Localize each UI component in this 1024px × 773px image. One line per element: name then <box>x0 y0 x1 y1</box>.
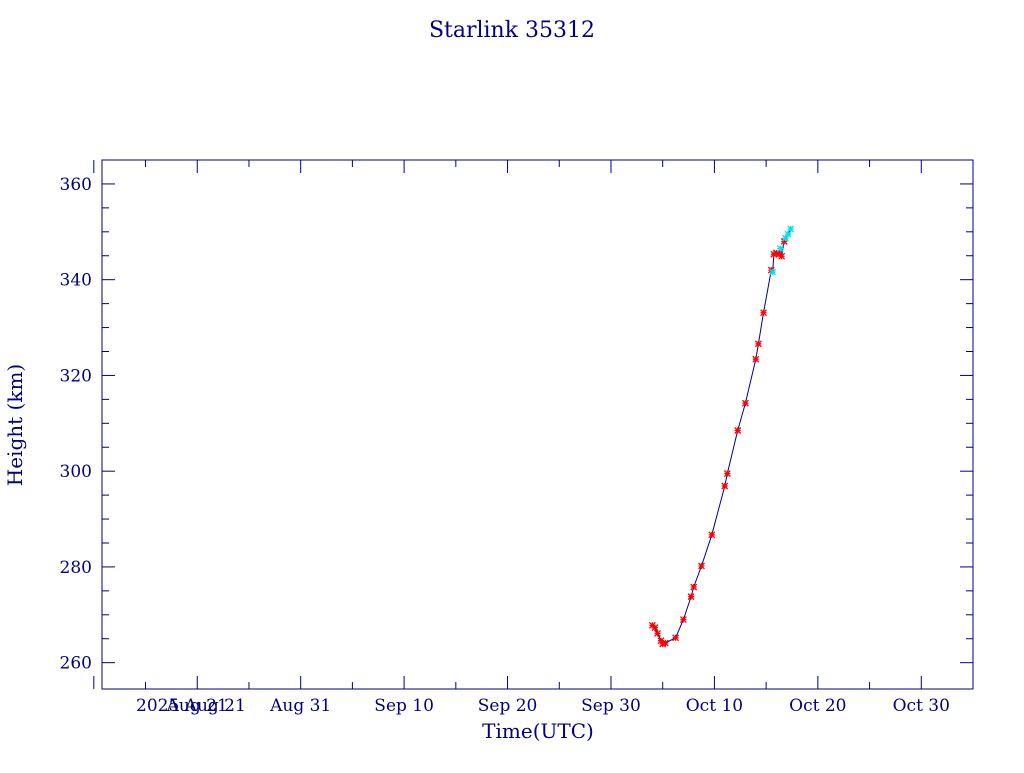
data-point-marker <box>661 639 669 647</box>
x-tick-label: Sep 20 <box>478 696 538 716</box>
chart-title: Starlink 35312 <box>429 18 595 43</box>
data-point-marker <box>754 340 762 348</box>
data-point-marker <box>723 470 731 478</box>
x-tick-label: Aug 31 <box>269 696 331 716</box>
data-point-marker <box>654 630 661 637</box>
data-point-marker <box>769 268 777 276</box>
y-tick-label: 360 <box>60 175 92 195</box>
data-point-marker <box>741 399 749 407</box>
data-point-marker <box>778 252 786 260</box>
data-point-marker <box>760 309 768 317</box>
x-axis-label: Time(UTC) <box>482 719 594 743</box>
y-tick-label: 280 <box>60 558 92 578</box>
plot-frame <box>101 159 974 690</box>
data-point-marker <box>672 634 680 642</box>
series-lines <box>652 228 792 645</box>
data-point-marker <box>690 583 698 591</box>
data-point-marker <box>687 593 695 601</box>
x-tick-label: Oct 30 <box>893 696 950 716</box>
data-point-marker <box>708 531 716 539</box>
series-line <box>652 228 792 645</box>
data-point-marker <box>698 562 705 570</box>
data-point-marker <box>651 624 659 632</box>
data-point-marker <box>752 355 760 363</box>
data-point-marker <box>734 427 742 434</box>
data-point-marker <box>679 616 687 624</box>
x-tick-label: Aug 21 <box>166 696 228 716</box>
y-tick-label: 300 <box>60 462 92 482</box>
y-tick-label: 260 <box>60 654 92 674</box>
x-tick-label: 2025 Aug 21 <box>136 696 246 716</box>
x-tick-label: Oct 10 <box>686 696 743 716</box>
y-tick-label: 320 <box>60 366 92 386</box>
x-tick-label: Sep 10 <box>374 696 434 716</box>
y-axis-label: Height (km) <box>3 364 27 486</box>
y-tick-label: 340 <box>60 271 92 291</box>
data-point-marker <box>787 225 795 233</box>
data-point-marker <box>776 245 784 253</box>
data-point-marker <box>721 482 729 490</box>
x-tick-label: Oct 20 <box>789 696 846 716</box>
x-tick-label: Sep 30 <box>581 696 641 716</box>
series-markers <box>648 225 795 648</box>
